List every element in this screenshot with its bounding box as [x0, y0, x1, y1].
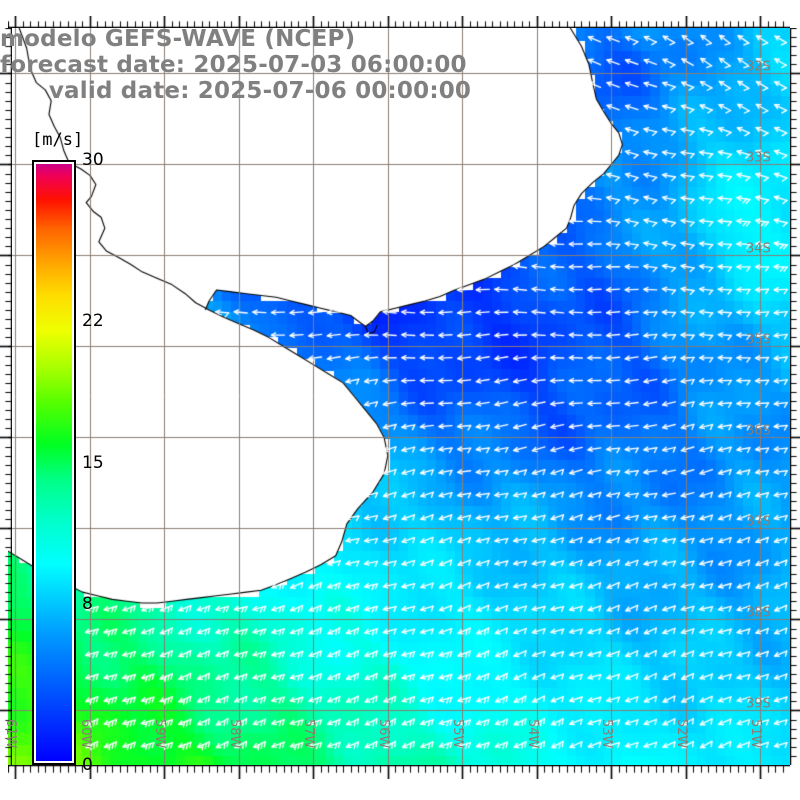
axis-ticks-right	[790, 28, 800, 765]
colorbar-gradient	[32, 160, 76, 765]
colorbar[interactable]	[30, 158, 80, 767]
axis-ticks-left	[0, 28, 12, 765]
colorbar-tick-0: 0	[82, 755, 93, 775]
colorbar-tick-15: 15	[82, 452, 104, 473]
axis-ticks-top	[8, 16, 790, 28]
colorbar-tick-30: 30	[82, 150, 104, 170]
wind-barb-overlay	[8, 28, 790, 765]
colorbar-tick-8: 8	[82, 593, 93, 614]
colorbar-tick-22: 22	[82, 311, 104, 332]
map-plot-area[interactable]	[8, 28, 790, 765]
colorbar-unit-label: [m/s]	[32, 130, 84, 150]
axis-ticks-bottom	[8, 765, 790, 779]
